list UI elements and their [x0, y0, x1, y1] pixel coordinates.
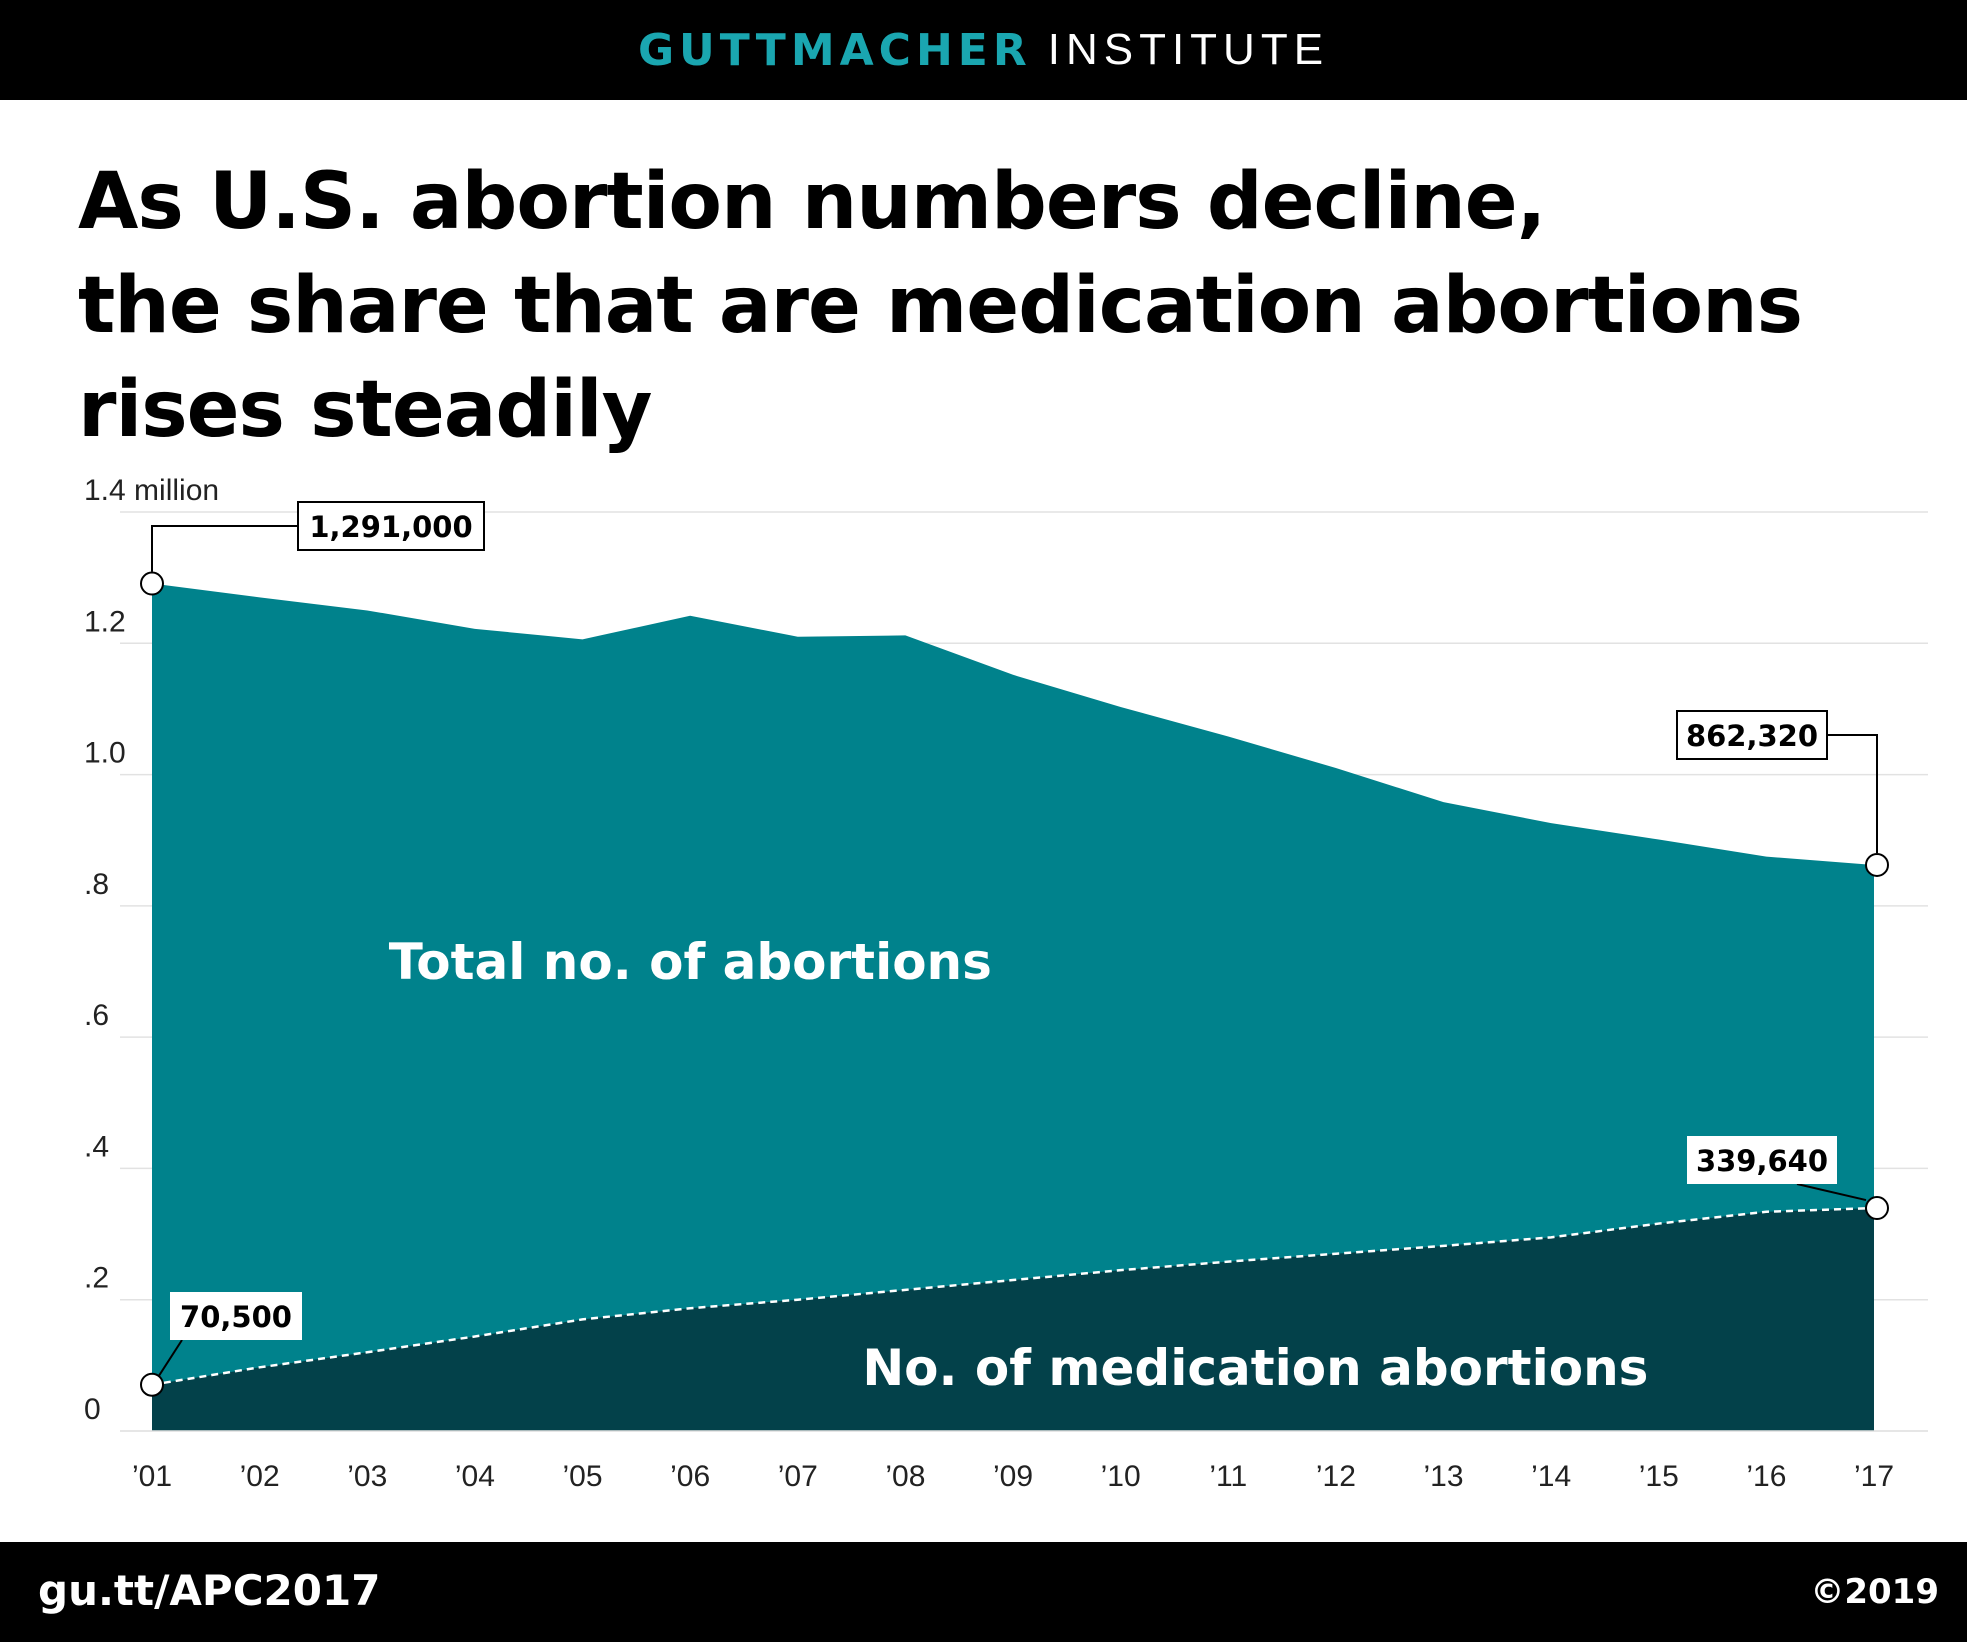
y-tick-label: .8 — [84, 868, 109, 901]
callout-leader — [1796, 1183, 1867, 1202]
callout-label: 1,291,000 — [309, 510, 472, 544]
callout-box — [297, 501, 485, 551]
x-tick-label: ’06 — [670, 1460, 710, 1493]
callout-label: 70,500 — [180, 1300, 292, 1334]
y-tick-label: 1.4 million — [84, 474, 219, 507]
y-tick-label: 1.2 — [84, 605, 126, 638]
x-tick-label: ’10 — [1101, 1460, 1141, 1493]
callout-marker — [1865, 1196, 1889, 1221]
callout-box — [1676, 710, 1828, 760]
x-tick-label: ’12 — [1316, 1460, 1356, 1493]
headline-line-3: rises steadily — [78, 365, 653, 455]
short-url-link[interactable]: gu.tt/APC2017 — [38, 1566, 381, 1615]
callout-marker — [140, 1372, 164, 1397]
x-tick-label: ’05 — [562, 1460, 602, 1493]
x-tick-label: ’07 — [778, 1460, 818, 1493]
medication-abortions-area — [152, 1208, 1874, 1431]
callout-leader — [158, 1339, 183, 1377]
y-tick-label: 1.0 — [84, 737, 126, 770]
y-tick-label: .2 — [84, 1262, 109, 1295]
x-tick-label: ’09 — [993, 1460, 1033, 1493]
x-tick-label: ’13 — [1423, 1460, 1463, 1493]
x-tick-label: ’08 — [885, 1460, 925, 1493]
x-tick-label: ’14 — [1531, 1460, 1571, 1493]
callout-label: 862,320 — [1686, 719, 1818, 753]
x-tick-label: ’16 — [1746, 1460, 1786, 1493]
y-tick-label: .6 — [84, 999, 109, 1032]
copyright-text: ©2019 — [1810, 1572, 1939, 1612]
x-tick-label: ’04 — [455, 1460, 495, 1493]
series-label-total: Total no. of abortions — [389, 933, 992, 991]
x-tick-label: ’17 — [1854, 1460, 1894, 1493]
series-label-medication: No. of medication abortions — [862, 1339, 1648, 1397]
medication-abortions-line — [151, 1206, 1875, 1386]
x-tick-label: ’15 — [1639, 1460, 1679, 1493]
callout-box — [1687, 1136, 1837, 1184]
callout-leader — [151, 525, 298, 572]
y-tick-label: 0 — [84, 1393, 101, 1426]
chart-headline: As U.S. abortion numbers decline, the sh… — [78, 150, 1938, 462]
footer-bar: gu.tt/APC2017 ©2019 — [0, 1542, 1967, 1642]
x-tick-label: ’02 — [240, 1460, 280, 1493]
callout-marker — [140, 571, 164, 596]
x-tick-label: ’01 — [132, 1460, 172, 1493]
headline-line-1: As U.S. abortion numbers decline, — [78, 157, 1546, 247]
brand-name: GUTTMACHER — [637, 24, 1032, 76]
headline-line-2: the share that are medication abortions — [78, 261, 1803, 351]
callout-marker — [1865, 852, 1889, 877]
x-tick-label: ’11 — [1209, 1460, 1247, 1493]
header-bar: GUTTMACHER INSTITUTE — [0, 0, 1967, 100]
x-tick-label: ’03 — [347, 1460, 387, 1493]
y-tick-label: .4 — [84, 1130, 109, 1163]
callout-label: 339,640 — [1696, 1144, 1828, 1178]
callout-box — [170, 1292, 302, 1340]
callout-leader — [1827, 734, 1878, 853]
total-abortions-area — [152, 583, 1874, 1431]
brand-suffix: INSTITUTE — [1047, 25, 1330, 74]
